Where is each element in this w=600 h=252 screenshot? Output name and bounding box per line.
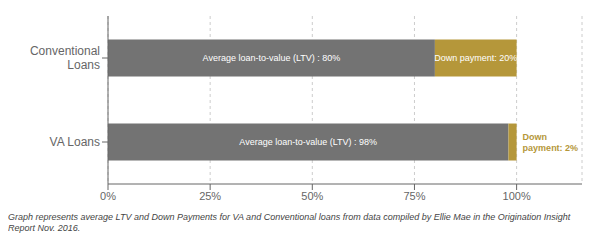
svg-text:Down payment: 20%: Down payment: 20% — [434, 53, 517, 63]
svg-text:ConventionalLoans: ConventionalLoans — [30, 44, 100, 72]
svg-text:VA Loans: VA Loans — [50, 135, 100, 149]
svg-text:75%: 75% — [403, 190, 425, 202]
html-text:Graph represents average LTV a: Graph represents average LTV and Down Pa… — [8, 212, 571, 233]
svg-text:50%: 50% — [301, 190, 323, 202]
svg-text:Average loan-to-value (LTV) :: Average loan-to-value (LTV) : 98% — [239, 137, 377, 147]
svg-text:Average loan-to-value (LTV) :: Average loan-to-value (LTV) : 80% — [203, 53, 341, 63]
svg-text:0%: 0% — [100, 190, 116, 202]
svg-text:Downpayment: 2%: Downpayment: 2% — [523, 132, 579, 153]
svg-text:25%: 25% — [199, 190, 221, 202]
svg-text:100%: 100% — [503, 190, 531, 202]
